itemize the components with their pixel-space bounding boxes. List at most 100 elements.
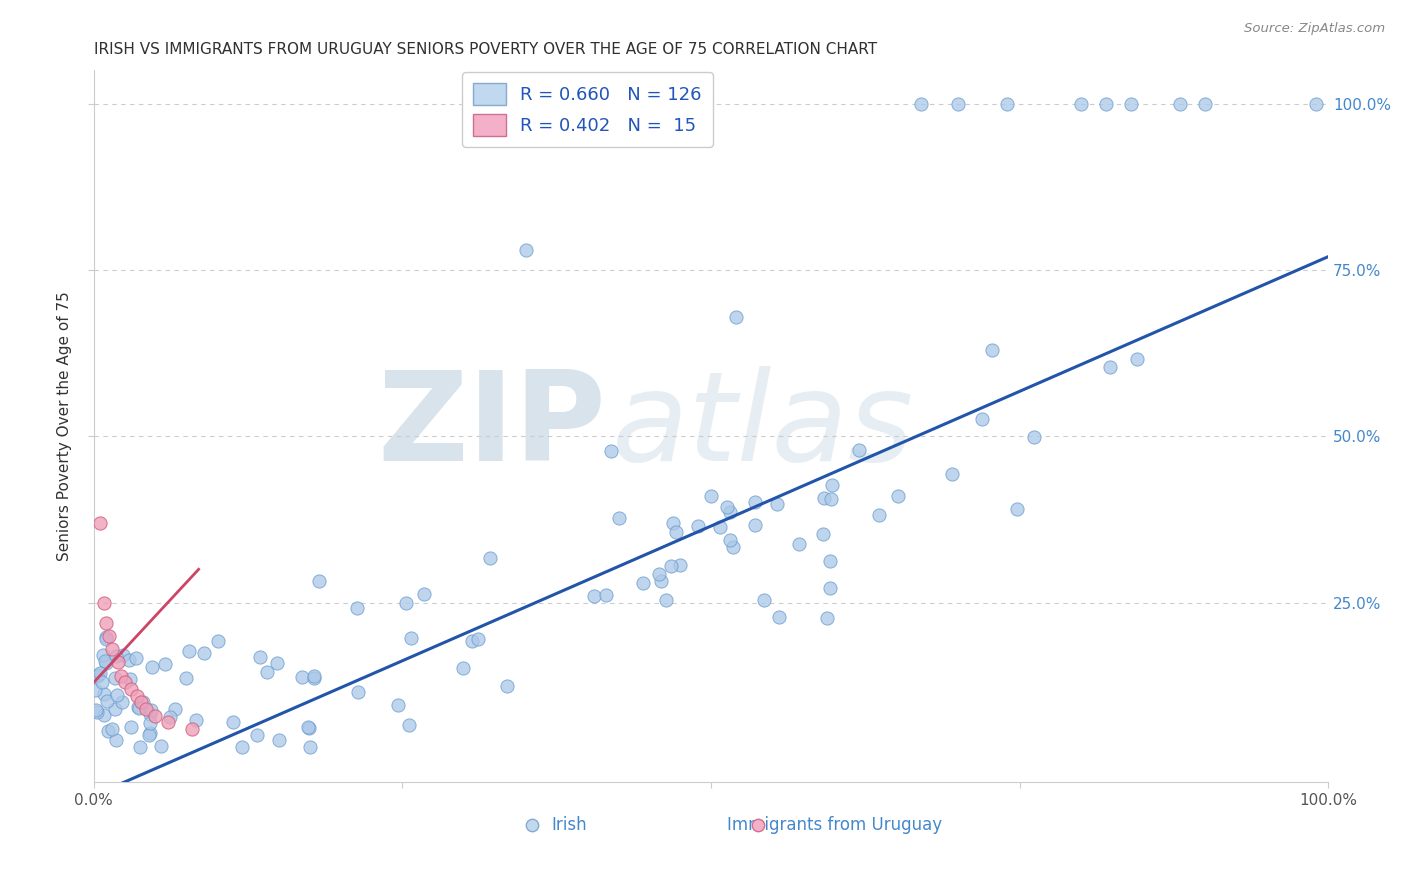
Point [723, 540, 745, 554]
Point [111, 695, 134, 709]
Point [716, 500, 738, 515]
Point [93, 687, 115, 701]
Point [515, 243, 537, 257]
Point [1070, 96, 1092, 111]
Point [479, 551, 502, 566]
Y-axis label: Seniors Poverty Over the Age of 75: Seniors Poverty Over the Age of 75 [58, 292, 72, 561]
Point [145, 708, 167, 723]
Point [688, 519, 710, 533]
Point [970, 412, 993, 426]
Point [607, 510, 630, 524]
Text: Irish: Irish [551, 816, 586, 834]
Point [246, 727, 269, 741]
Point [96, 632, 118, 647]
Point [249, 650, 271, 665]
Point [94, 630, 117, 644]
Point [84, 703, 107, 717]
Point [128, 740, 150, 755]
Point [139, 726, 162, 740]
Point [89, 666, 111, 681]
Point [665, 525, 688, 540]
Point [94, 615, 117, 630]
Point [709, 520, 731, 534]
Point [886, 489, 908, 503]
Point [1099, 359, 1122, 374]
Point [105, 733, 128, 747]
Point [125, 689, 148, 703]
Text: ZIP: ZIP [377, 366, 606, 487]
Point [347, 684, 370, 698]
Point [94, 654, 117, 668]
Point [101, 723, 124, 737]
Point [139, 716, 162, 731]
Point [700, 489, 723, 503]
Point [127, 700, 149, 714]
Point [818, 582, 841, 596]
Point [583, 589, 606, 603]
Point [648, 567, 671, 582]
Point [159, 710, 181, 724]
Text: Source: ZipAtlas.com: Source: ZipAtlas.com [1244, 22, 1385, 36]
Legend: R = 0.660   N = 126, R = 0.402   N =  15: R = 0.660 N = 126, R = 0.402 N = 15 [463, 72, 713, 147]
Point [125, 650, 148, 665]
Point [177, 644, 200, 658]
Point [184, 713, 207, 727]
Point [86, 669, 108, 683]
Point [1168, 96, 1191, 111]
Point [87, 668, 110, 682]
Point [97, 629, 120, 643]
Point [91, 648, 114, 662]
Point [1305, 96, 1327, 111]
Point [1022, 430, 1045, 444]
Point [111, 648, 134, 662]
Point [141, 660, 163, 674]
Point [131, 695, 153, 709]
Point [1194, 96, 1216, 111]
Point [269, 732, 291, 747]
Point [821, 477, 844, 491]
Point [139, 706, 162, 721]
Text: Immigrants from Uruguay: Immigrants from Uruguay [727, 816, 942, 834]
Point [105, 648, 128, 663]
Point [461, 634, 484, 648]
Point [659, 559, 682, 574]
Point [718, 533, 741, 548]
Point [120, 681, 142, 696]
Point [90, 674, 112, 689]
Point [89, 516, 111, 530]
Point [163, 702, 186, 716]
Point [117, 653, 139, 667]
Point [1007, 502, 1029, 516]
Point [818, 554, 841, 568]
Point [266, 657, 288, 671]
Point [811, 527, 834, 541]
Point [129, 695, 152, 709]
Point [669, 558, 692, 573]
Point [815, 611, 838, 625]
Point [495, 679, 517, 693]
Point [118, 672, 141, 686]
Point [744, 518, 766, 533]
Point [520, 802, 543, 816]
Point [120, 719, 142, 733]
Point [174, 671, 197, 685]
Point [105, 688, 128, 702]
Text: IRISH VS IMMIGRANTS FROM URUGUAY SENIORS POVERTY OVER THE AGE OF 75 CORRELATION : IRISH VS IMMIGRANTS FROM URUGUAY SENIORS… [94, 42, 877, 57]
Point [110, 669, 132, 683]
Point [346, 601, 368, 615]
Point [910, 96, 932, 111]
Point [86, 705, 108, 719]
Point [981, 343, 1004, 358]
Point [467, 632, 489, 646]
Point [104, 671, 127, 685]
Point [93, 707, 115, 722]
Point [149, 739, 172, 753]
Point [135, 702, 157, 716]
Point [222, 715, 245, 730]
Point [97, 723, 120, 738]
Point [128, 701, 150, 715]
Point [398, 718, 420, 732]
Point [181, 722, 204, 736]
Point [655, 592, 678, 607]
Point [946, 96, 969, 111]
